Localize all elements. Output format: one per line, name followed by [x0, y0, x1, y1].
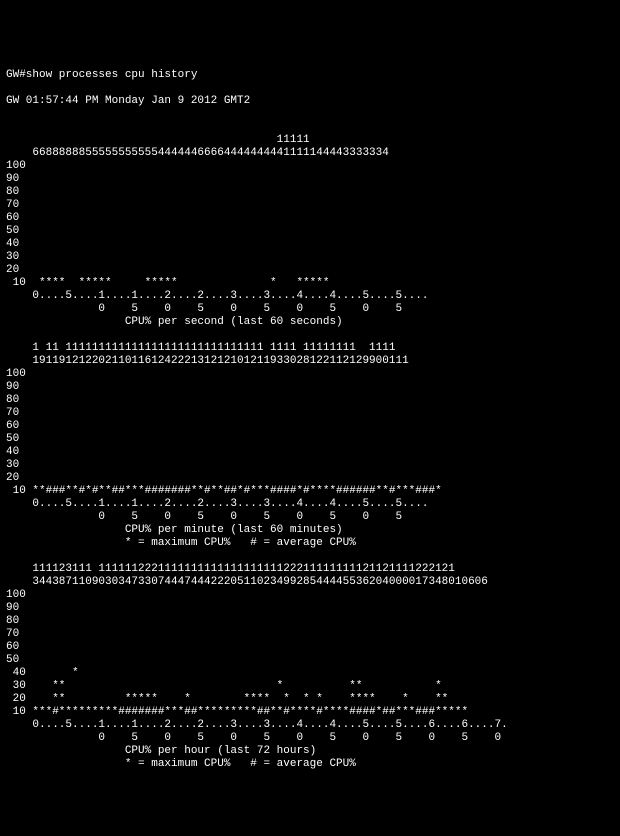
hr-y-50: 50 — [6, 654, 26, 666]
sec-label: CPU% per second (last 60 seconds) — [6, 316, 343, 328]
hr-y-90: 90 — [6, 602, 26, 614]
min-hdr1: 1 11 111111111111111111111111111111 1111… — [6, 342, 395, 354]
min-label2: * = maximum CPU% # = average CPU% — [6, 537, 356, 549]
min-y-70: 70 — [6, 407, 26, 419]
sec-y-20: 20 — [6, 264, 26, 276]
hr-row-20: 20 ** ***** * **** * * * **** * ** — [6, 693, 448, 705]
sec-y-90: 90 — [6, 173, 26, 185]
sec-y-30: 30 — [6, 251, 26, 263]
sec-x1: 0....5....1....1....2....2....3....3....… — [6, 290, 428, 302]
min-hdr2: 1911912122021101161242221312121012119330… — [6, 355, 409, 367]
hr-hdr1: 111123111 111111222111111111111111111122… — [6, 563, 455, 575]
sec-y-50: 50 — [6, 225, 26, 237]
hr-y-80: 80 — [6, 615, 26, 627]
sec-y-80: 80 — [6, 186, 26, 198]
hr-label2: * = maximum CPU% # = average CPU% — [6, 758, 356, 770]
min-y-60: 60 — [6, 420, 26, 432]
hr-hdr2: 3443871109030347330744474442220511023499… — [6, 576, 488, 588]
sec-y-70: 70 — [6, 199, 26, 211]
sec-x2: 0 5 0 5 0 5 0 5 0 5 — [6, 303, 402, 315]
min-y-20: 20 — [6, 472, 26, 484]
min-y-40: 40 — [6, 446, 26, 458]
min-label1: CPU% per minute (last 60 minutes) — [6, 524, 343, 536]
sec-row-10: 10 **** ***** ***** * ***** — [6, 277, 329, 289]
min-x1: 0....5....1....1....2....2....3....3....… — [6, 498, 428, 510]
hr-row-30: 30 ** * ** * — [6, 680, 442, 692]
command-line: GW#show processes cpu history — [6, 69, 197, 81]
min-row-10: 10 **###**#*#**##***#######**#**##*#***#… — [6, 485, 442, 497]
hr-label1: CPU% per hour (last 72 hours) — [6, 745, 316, 757]
min-y-90: 90 — [6, 381, 26, 393]
min-x2: 0 5 0 5 0 5 0 5 0 5 — [6, 511, 402, 523]
sec-hdr1: 11111 — [6, 134, 310, 146]
hr-x2: 0 5 0 5 0 5 0 5 0 5 0 5 0 — [6, 732, 501, 744]
hr-y-100: 100 — [6, 589, 26, 601]
min-y-80: 80 — [6, 394, 26, 406]
min-y-100: 100 — [6, 368, 26, 380]
hr-row-40: 40 * — [6, 667, 79, 679]
terminal-output: GW#show processes cpu history GW 01:57:4… — [6, 56, 614, 771]
hr-y-70: 70 — [6, 628, 26, 640]
min-y-30: 30 — [6, 459, 26, 471]
sec-y-60: 60 — [6, 212, 26, 224]
sec-y-100: 100 — [6, 160, 26, 172]
sec-hdr2: 6688888855555555555444444666644444444411… — [6, 147, 389, 159]
hr-row-10: 10 ***#*********#######***##*********##*… — [6, 706, 468, 718]
min-y-50: 50 — [6, 433, 26, 445]
sec-y-40: 40 — [6, 238, 26, 250]
hr-x1: 0....5....1....1....2....2....3....3....… — [6, 719, 508, 731]
timestamp-line: GW 01:57:44 PM Monday Jan 9 2012 GMT2 — [6, 95, 250, 107]
hr-y-60: 60 — [6, 641, 26, 653]
